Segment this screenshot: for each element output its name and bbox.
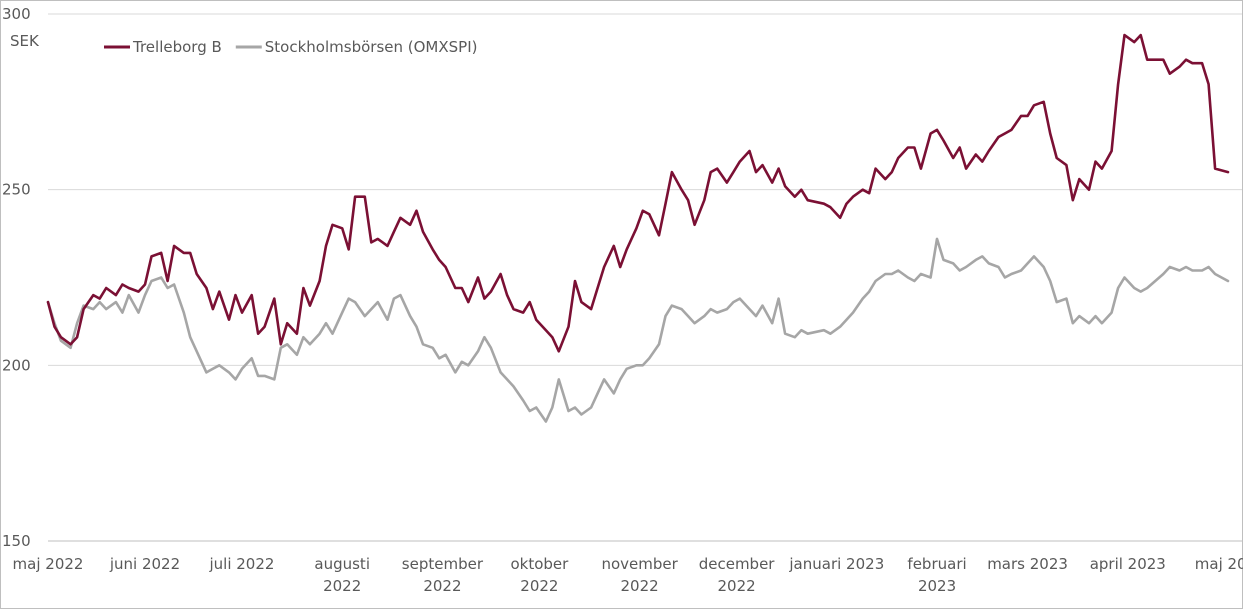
x-tick-label: april 2023 [1090, 555, 1166, 573]
legend-label: Trelleborg B [132, 38, 222, 56]
x-tick-label: 2022 [718, 577, 756, 595]
x-axis-tick-labels: maj 2022 juni 2022 juli 2022 augusti 2022 sep… [13, 555, 1243, 595]
x-tick-label: 2022 [621, 577, 659, 595]
x-tick-label: maj 2022 [13, 555, 84, 573]
y-axis-unit-label: SEK [10, 32, 40, 50]
x-tick-label: maj 20 [1195, 555, 1243, 573]
y-tick-label-250: 250 [2, 181, 31, 199]
x-tick-label: november [601, 555, 678, 573]
x-tick-label: september [402, 555, 484, 573]
x-tick-label: juli 2022 [208, 555, 274, 573]
x-tick-label: oktober [510, 555, 569, 573]
series-lines [46, 33, 1230, 423]
legend: Trelleborg B Stockholmsbörsen (OMXSPI) [104, 38, 477, 56]
x-tick-label: 2022 [323, 577, 361, 595]
y-tick-label-300: 300 [2, 5, 31, 23]
x-tick-label: 2023 [918, 577, 956, 595]
y-axis-tick-labels: 150 200 250 300 [2, 5, 31, 550]
legend-label: Stockholmsbörsen (OMXSPI) [265, 38, 478, 56]
x-tick-label: januari 2023 [788, 555, 884, 573]
x-tick-label: augusti [314, 555, 370, 573]
x-tick-label: februari [907, 555, 966, 573]
x-tick-label: 2022 [423, 577, 461, 595]
x-tick-label: juni 2022 [109, 555, 180, 573]
gridlines [48, 13, 1242, 366]
y-tick-label-150: 150 [2, 532, 31, 550]
y-tick-label-200: 200 [2, 356, 31, 374]
x-tick-label: 2022 [520, 577, 558, 595]
x-tick-label: mars 2023 [987, 555, 1068, 573]
series-line [46, 33, 1230, 353]
series-line [46, 237, 1230, 423]
x-tick-label: december [699, 555, 776, 573]
